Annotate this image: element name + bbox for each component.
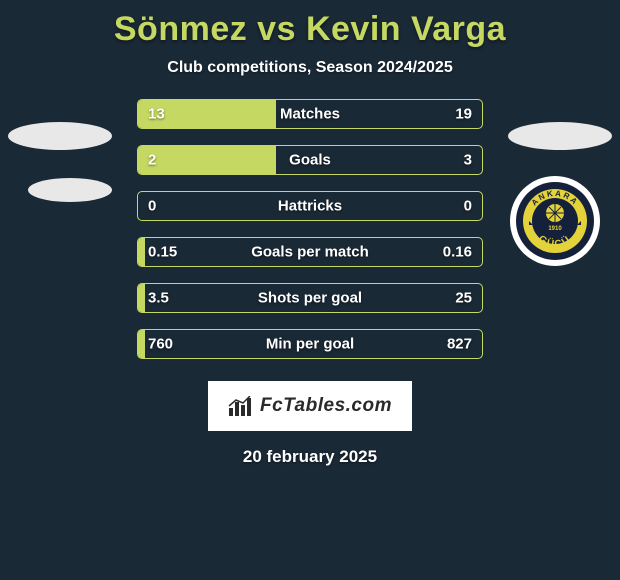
- stat-label: Matches: [280, 106, 340, 123]
- stat-bar-fill: [138, 146, 276, 174]
- stat-bar: 0 Hattricks 0: [137, 191, 483, 221]
- stat-value-right: 0: [464, 198, 472, 215]
- branding-text: FcTables.com: [260, 395, 392, 417]
- stat-value-left: 3.5: [148, 290, 169, 307]
- stat-value-left: 2: [148, 152, 156, 169]
- branding-panel: FcTables.com: [208, 381, 412, 431]
- stat-value-right: 827: [447, 336, 472, 353]
- decor-ellipse-right-1: [508, 122, 612, 150]
- comparison-bars: 13 Matches 19 2 Goals 3 0 Hattricks 0 0.15 Goals p…: [137, 99, 483, 359]
- stat-bar: 13 Matches 19: [137, 99, 483, 129]
- club-badge-outer-ring: ANKARA GÜCÜ 1910: [510, 176, 600, 266]
- date-text: 20 february 2025: [243, 447, 377, 467]
- stat-value-left: 13: [148, 106, 165, 123]
- badge-year: 1910: [548, 226, 562, 232]
- club-badge-right: ANKARA GÜCÜ 1910: [510, 176, 600, 266]
- stat-value-right: 19: [455, 106, 472, 123]
- page-title: Sönmez vs Kevin Varga: [114, 10, 506, 49]
- stat-bar: 3.5 Shots per goal 25: [137, 283, 483, 313]
- stat-label: Goals per match: [251, 244, 369, 261]
- stat-value-left: 0.15: [148, 244, 177, 261]
- stat-value-right: 25: [455, 290, 472, 307]
- stat-bar: 0.15 Goals per match 0.16: [137, 237, 483, 267]
- bars-chart-icon: [228, 396, 254, 416]
- decor-ellipse-left-1: [8, 122, 112, 150]
- stat-bar-fill: [138, 330, 145, 358]
- stat-label: Goals: [289, 152, 331, 169]
- stat-bar: 2 Goals 3: [137, 145, 483, 175]
- stat-value-left: 0: [148, 198, 156, 215]
- page-subtitle: Club competitions, Season 2024/2025: [167, 59, 452, 77]
- stat-value-left: 760: [148, 336, 173, 353]
- stat-label: Hattricks: [278, 198, 342, 215]
- stat-bar-fill: [138, 284, 145, 312]
- club-badge-svg: ANKARA GÜCÜ 1910: [520, 186, 590, 256]
- stat-bar-fill: [138, 238, 145, 266]
- stat-label: Min per goal: [266, 336, 354, 353]
- decor-ellipse-left-2: [28, 178, 112, 202]
- club-badge-inner: ANKARA GÜCÜ 1910: [516, 182, 594, 260]
- stat-value-right: 3: [464, 152, 472, 169]
- stat-value-right: 0.16: [443, 244, 472, 261]
- stat-label: Shots per goal: [258, 290, 362, 307]
- stat-bar: 760 Min per goal 827: [137, 329, 483, 359]
